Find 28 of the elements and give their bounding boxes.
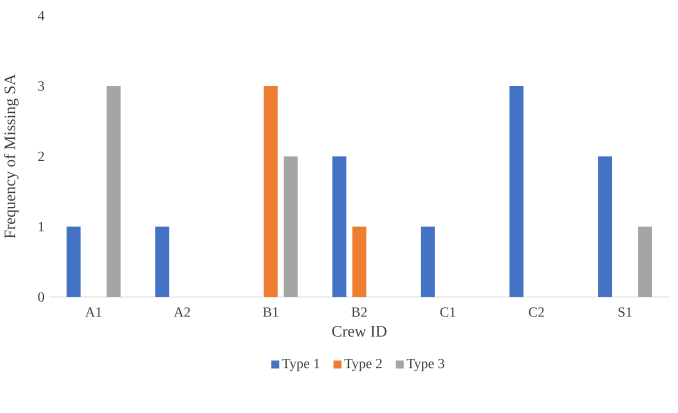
x-tick-label: A2	[174, 307, 190, 317]
bar	[509, 86, 524, 297]
bar	[106, 86, 121, 297]
bar	[352, 226, 366, 297]
bar	[332, 156, 346, 297]
bar	[66, 226, 81, 297]
x-tick-label: C2	[528, 307, 544, 317]
x-axis-title: Crew ID	[332, 326, 386, 337]
x-tick-label: C1	[440, 307, 456, 317]
bar	[284, 156, 298, 297]
x-tick-label: S1	[618, 307, 632, 317]
x-tick-label: B2	[352, 307, 367, 317]
legend-label: Type 2	[344, 358, 382, 372]
y-tick-label: 3	[38, 81, 44, 91]
bar	[264, 86, 278, 297]
y-tick-label: 2	[38, 152, 44, 161]
legend-label: Type 1	[282, 358, 320, 372]
y-axis-title: Frequency of Missing SA	[4, 74, 19, 238]
legend-label: Type 3	[406, 358, 444, 372]
bar	[598, 156, 612, 297]
x-tick-label: B1	[262, 307, 278, 317]
bar	[420, 226, 435, 297]
bar	[638, 226, 652, 297]
y-tick-label: 1	[38, 222, 44, 232]
x-tick-label: A1	[85, 307, 102, 317]
y-tick-label: 4	[38, 11, 44, 20]
bar	[155, 226, 170, 297]
y-tick-label: 0	[38, 292, 44, 302]
